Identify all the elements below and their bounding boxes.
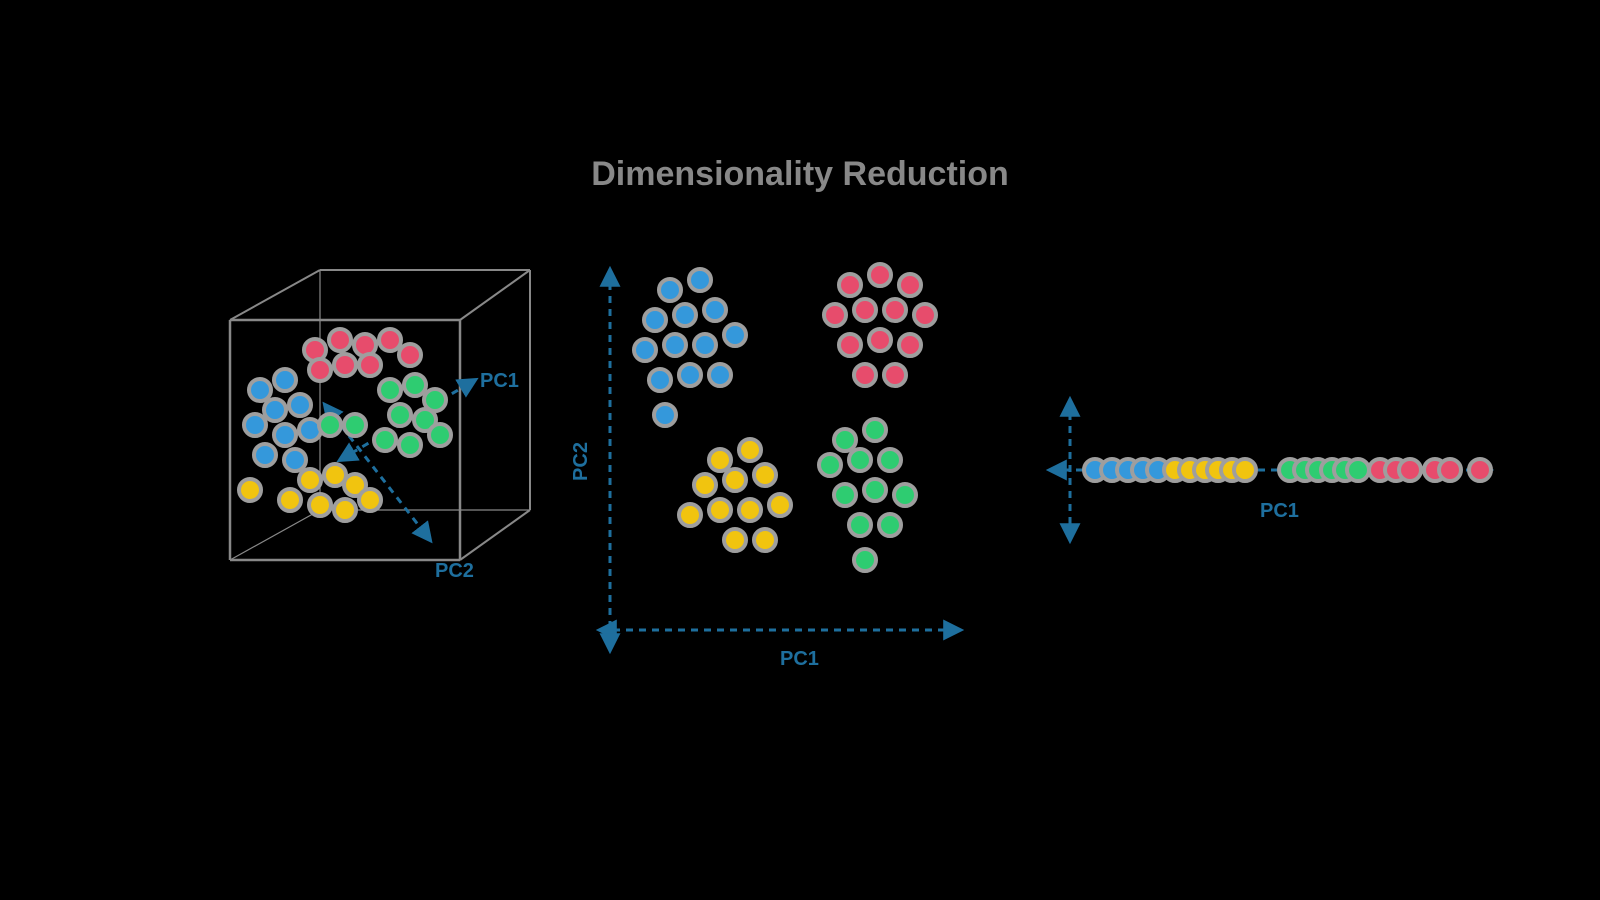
data-point — [344, 414, 366, 436]
line-1d-panel: PC1 — [1040, 380, 1500, 580]
data-point — [709, 364, 731, 386]
data-point — [249, 379, 271, 401]
data-point — [914, 304, 936, 326]
data-point — [654, 404, 676, 426]
data-point — [1234, 459, 1256, 481]
data-point — [389, 404, 411, 426]
data-point — [869, 264, 891, 286]
data-point — [634, 339, 656, 361]
data-point — [869, 329, 891, 351]
data-point — [264, 399, 286, 421]
data-point — [724, 324, 746, 346]
data-point — [854, 364, 876, 386]
data-point — [299, 469, 321, 491]
data-point — [309, 494, 331, 516]
data-point — [359, 489, 381, 511]
data-point — [754, 529, 776, 551]
data-point — [739, 439, 761, 461]
data-point — [1347, 459, 1369, 481]
data-point — [824, 304, 846, 326]
data-point — [289, 394, 311, 416]
data-point — [404, 374, 426, 396]
data-point — [334, 499, 356, 521]
data-point — [879, 449, 901, 471]
data-point — [644, 309, 666, 331]
data-point — [244, 414, 266, 436]
scatter-2d-panel: PC1PC2 — [590, 250, 990, 670]
pc1-label: PC1 — [480, 370, 519, 393]
data-point — [879, 514, 901, 536]
data-point — [334, 354, 356, 376]
data-point — [839, 334, 861, 356]
data-point — [319, 414, 341, 436]
data-point — [724, 469, 746, 491]
data-point — [819, 454, 841, 476]
data-point — [274, 424, 296, 446]
data-point — [899, 274, 921, 296]
data-point — [309, 359, 331, 381]
data-point — [849, 449, 871, 471]
data-point — [1399, 459, 1421, 481]
cube-3d-panel: PC1 PC2 — [190, 260, 550, 640]
data-point — [864, 479, 886, 501]
data-point — [709, 499, 731, 521]
page-title: Dimensionality Reduction — [0, 155, 1600, 194]
data-point — [834, 484, 856, 506]
data-point — [379, 329, 401, 351]
data-point — [864, 419, 886, 441]
data-point — [1439, 459, 1461, 481]
data-point — [359, 354, 381, 376]
data-point — [709, 449, 731, 471]
pc2-label: PC2 — [570, 442, 593, 481]
data-point — [884, 299, 906, 321]
data-point — [849, 514, 871, 536]
data-point — [724, 529, 746, 551]
data-point — [329, 329, 351, 351]
data-point — [894, 484, 916, 506]
data-point — [704, 299, 726, 321]
data-point — [769, 494, 791, 516]
data-point — [379, 379, 401, 401]
pc2-label: PC2 — [435, 560, 474, 583]
data-point — [429, 424, 451, 446]
data-point — [679, 504, 701, 526]
data-point — [274, 369, 296, 391]
data-point — [399, 344, 421, 366]
data-point — [399, 434, 421, 456]
data-point — [284, 449, 306, 471]
data-point — [754, 464, 776, 486]
data-point — [689, 269, 711, 291]
data-point — [694, 474, 716, 496]
data-point — [899, 334, 921, 356]
data-point — [279, 489, 301, 511]
data-point — [254, 444, 276, 466]
data-point — [854, 299, 876, 321]
data-point — [839, 274, 861, 296]
data-point — [1469, 459, 1491, 481]
pc1-label: PC1 — [1260, 500, 1299, 523]
data-point — [374, 429, 396, 451]
pc1-label: PC1 — [780, 648, 819, 671]
data-point — [854, 549, 876, 571]
data-point — [739, 499, 761, 521]
data-point — [674, 304, 696, 326]
data-point — [239, 479, 261, 501]
data-point — [884, 364, 906, 386]
data-point — [694, 334, 716, 356]
data-point — [664, 334, 686, 356]
data-point — [659, 279, 681, 301]
data-point — [679, 364, 701, 386]
data-point — [834, 429, 856, 451]
data-point — [649, 369, 671, 391]
